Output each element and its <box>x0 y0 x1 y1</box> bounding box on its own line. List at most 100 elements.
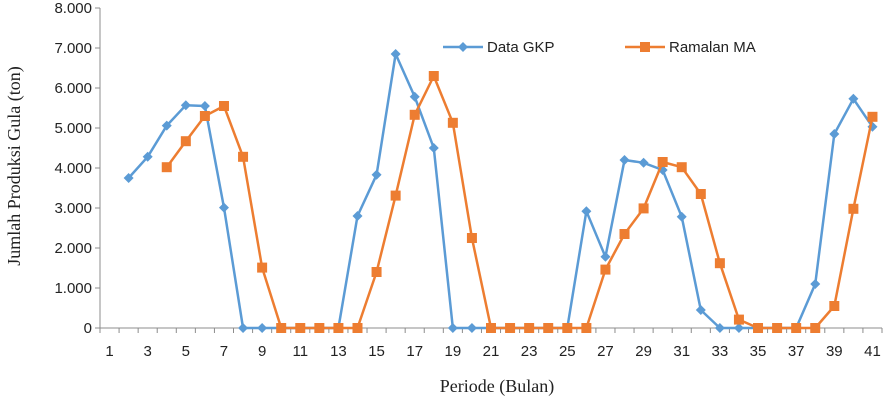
data-point <box>390 190 401 201</box>
x-tick-label: 39 <box>826 343 843 360</box>
x-tick-label: 1 <box>105 343 113 360</box>
x-tick-label: 31 <box>673 343 690 360</box>
data-point <box>600 264 611 275</box>
y-tick-label: 0 <box>84 320 92 337</box>
y-tick-label: 5.000 <box>54 120 92 137</box>
data-point <box>238 151 249 162</box>
x-tick-label: 37 <box>788 343 805 360</box>
data-point <box>619 229 630 239</box>
data-point <box>753 323 764 333</box>
data-point <box>314 323 325 333</box>
x-tick-label: 13 <box>330 343 347 360</box>
x-tick-label: 17 <box>406 343 423 360</box>
data-point <box>619 155 630 165</box>
data-point <box>257 262 268 273</box>
data-point <box>218 101 229 111</box>
legend-item-2: Ramalan MA <box>625 39 756 56</box>
x-tick-label: 33 <box>712 343 729 360</box>
y-tick-label: 8.000 <box>54 0 92 17</box>
data-point <box>733 323 744 333</box>
series-line <box>165 74 874 330</box>
data-point <box>161 120 172 131</box>
series-1 <box>123 49 878 333</box>
data-point <box>581 323 592 333</box>
data-point <box>257 323 268 333</box>
data-point <box>657 157 668 167</box>
data-point <box>333 323 344 333</box>
series-line <box>127 52 874 330</box>
x-tick-label: 11 <box>292 343 308 360</box>
y-axis-ticks: 0 1.000 2.000 3.000 4.000 5.000 6.000 7.000 8.00… <box>54 0 100 337</box>
data-point <box>276 323 287 333</box>
series-layer <box>123 49 878 333</box>
data-point <box>600 251 611 262</box>
data-point <box>714 258 725 269</box>
data-point <box>638 157 649 168</box>
data-point <box>238 323 249 333</box>
y-tick-label: 1.000 <box>54 280 92 297</box>
y-tick-label: 4.000 <box>54 160 92 177</box>
data-point <box>123 173 134 183</box>
x-tick-label: 27 <box>597 343 614 360</box>
data-point <box>772 323 783 333</box>
x-tick-label: 5 <box>182 343 190 360</box>
legend-label: Ramalan MA <box>669 39 756 56</box>
data-point <box>409 91 420 102</box>
data-point <box>524 323 535 333</box>
x-tick-label: 23 <box>521 343 538 360</box>
data-point <box>371 267 382 277</box>
data-point <box>447 117 458 128</box>
data-point <box>733 314 744 325</box>
data-point <box>199 101 210 111</box>
data-point <box>199 111 210 121</box>
data-point <box>505 323 516 333</box>
series-2 <box>161 71 878 333</box>
data-point <box>161 162 172 173</box>
data-point <box>676 211 687 222</box>
data-point <box>142 151 153 162</box>
x-tick-label: 15 <box>368 343 385 360</box>
x-tick-label: 29 <box>635 343 652 360</box>
data-point <box>581 206 592 217</box>
data-point <box>466 323 477 333</box>
legend: Data GKP Ramalan MA <box>443 39 756 56</box>
legend-item-1: Data GKP <box>443 39 555 56</box>
y-tick-label: 7.000 <box>54 40 92 57</box>
x-tick-label: 25 <box>559 343 576 360</box>
data-point <box>810 323 821 333</box>
data-point <box>466 233 477 243</box>
data-point <box>829 301 840 311</box>
x-axis-title: Periode (Bulan) <box>440 376 554 397</box>
y-tick-label: 3.000 <box>54 200 92 217</box>
data-point <box>695 189 706 199</box>
data-point <box>447 323 458 333</box>
data-point <box>486 323 496 333</box>
data-point <box>848 203 859 214</box>
data-point <box>180 100 191 111</box>
y-tick-label: 6.000 <box>54 80 92 97</box>
data-point <box>428 143 439 153</box>
data-point <box>791 323 802 333</box>
data-point <box>867 111 878 122</box>
legend-marker <box>640 42 650 52</box>
x-tick-label: 21 <box>483 343 500 360</box>
data-point <box>428 71 439 81</box>
legend-label: Data GKP <box>487 39 555 56</box>
data-point <box>829 129 840 139</box>
data-point <box>638 203 649 214</box>
data-point <box>180 136 191 147</box>
data-point <box>676 162 687 173</box>
data-point <box>352 323 363 333</box>
x-tick-label: 35 <box>750 343 767 360</box>
data-point <box>371 169 382 180</box>
data-point <box>409 109 420 120</box>
data-point <box>562 323 573 333</box>
data-point <box>848 93 859 104</box>
data-point <box>352 211 363 221</box>
data-point <box>218 202 229 213</box>
x-tick-label: 41 <box>864 343 881 360</box>
x-tick-label: 3 <box>144 343 152 360</box>
data-point <box>695 305 706 315</box>
legend-marker <box>458 42 468 52</box>
